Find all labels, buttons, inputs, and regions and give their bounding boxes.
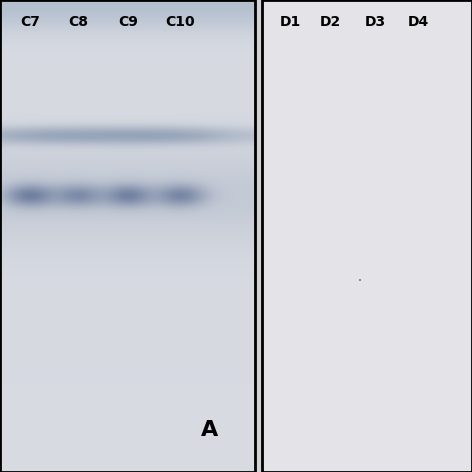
Bar xyxy=(0,0,255,472)
Text: C8: C8 xyxy=(68,15,88,29)
Text: D2: D2 xyxy=(320,15,341,29)
Text: D3: D3 xyxy=(364,15,386,29)
Text: A: A xyxy=(202,420,219,440)
Bar xyxy=(262,0,472,472)
Text: C10: C10 xyxy=(165,15,195,29)
Text: C7: C7 xyxy=(20,15,40,29)
Text: D1: D1 xyxy=(279,15,301,29)
Text: C9: C9 xyxy=(118,15,138,29)
Text: D4: D4 xyxy=(407,15,429,29)
